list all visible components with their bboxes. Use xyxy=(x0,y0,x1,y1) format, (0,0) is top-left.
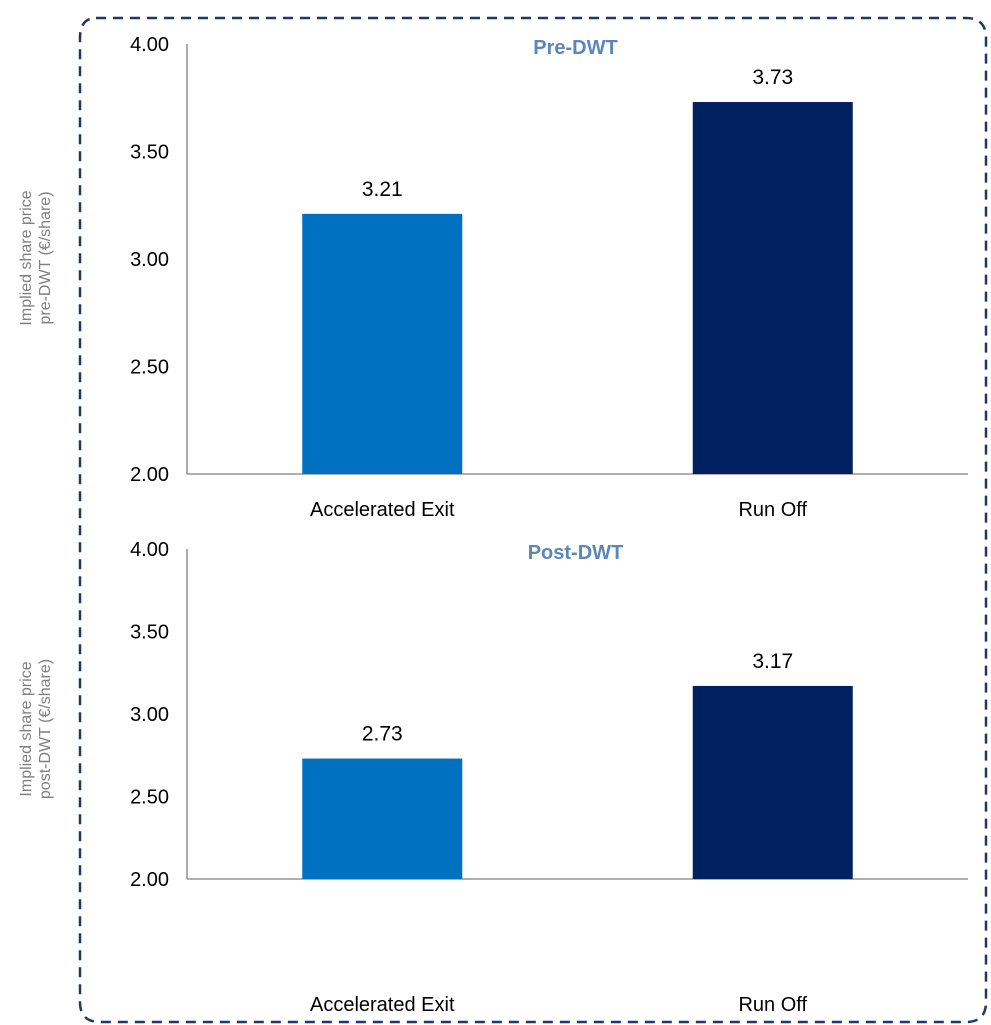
data-label: 3.21 xyxy=(362,178,403,201)
data-label: 3.73 xyxy=(752,66,793,89)
chart-title: Pre-DWT xyxy=(533,37,617,59)
y-tick-label: 3.50 xyxy=(130,622,169,644)
bar xyxy=(692,685,853,879)
y-tick-label: 4.00 xyxy=(130,539,169,561)
chart-panel-post-dwt: 2.00 2.50 3.00 3.50 4.00 Post-DWT Implied shar… xyxy=(18,539,968,1016)
y-axis-title-line: Implied share price xyxy=(18,190,35,325)
y-tick-label: 3.00 xyxy=(130,704,169,726)
y-tick-label: 2.00 xyxy=(130,869,169,891)
y-axis-title: Implied share price pre-DWT (€/share) xyxy=(18,190,54,325)
bar xyxy=(302,758,463,879)
data-label: 3.17 xyxy=(752,650,793,673)
y-tick-label: 3.00 xyxy=(130,249,169,271)
x-category-label: Accelerated Exit xyxy=(310,499,455,521)
x-category-label: Run Off xyxy=(738,499,807,521)
y-tick-label: 4.00 xyxy=(130,34,169,56)
y-tick-label: 3.50 xyxy=(130,142,169,164)
y-axis-title: Implied share price post-DWT (€/share) xyxy=(18,659,54,799)
y-tick-label: 2.00 xyxy=(130,464,169,486)
bar xyxy=(692,102,853,475)
y-axis-title-line: Implied share price xyxy=(18,661,35,796)
bar xyxy=(302,213,463,474)
y-tick-label: 2.50 xyxy=(130,787,169,809)
y-axis-title-line: post-DWT (€/share) xyxy=(37,659,54,799)
y-tick-label: 2.50 xyxy=(130,357,169,379)
dashed-border xyxy=(78,16,988,1024)
data-label: 2.73 xyxy=(362,723,403,746)
chart-panel-pre-dwt: 2.00 2.50 3.00 3.50 4.00 Pre-DWT Implied share… xyxy=(18,34,968,521)
x-category-label: Run Off xyxy=(738,994,807,1016)
x-category-label: Accelerated Exit xyxy=(310,994,455,1016)
chart-title: Post-DWT xyxy=(528,542,624,564)
y-axis-title-line: pre-DWT (€/share) xyxy=(37,191,54,324)
